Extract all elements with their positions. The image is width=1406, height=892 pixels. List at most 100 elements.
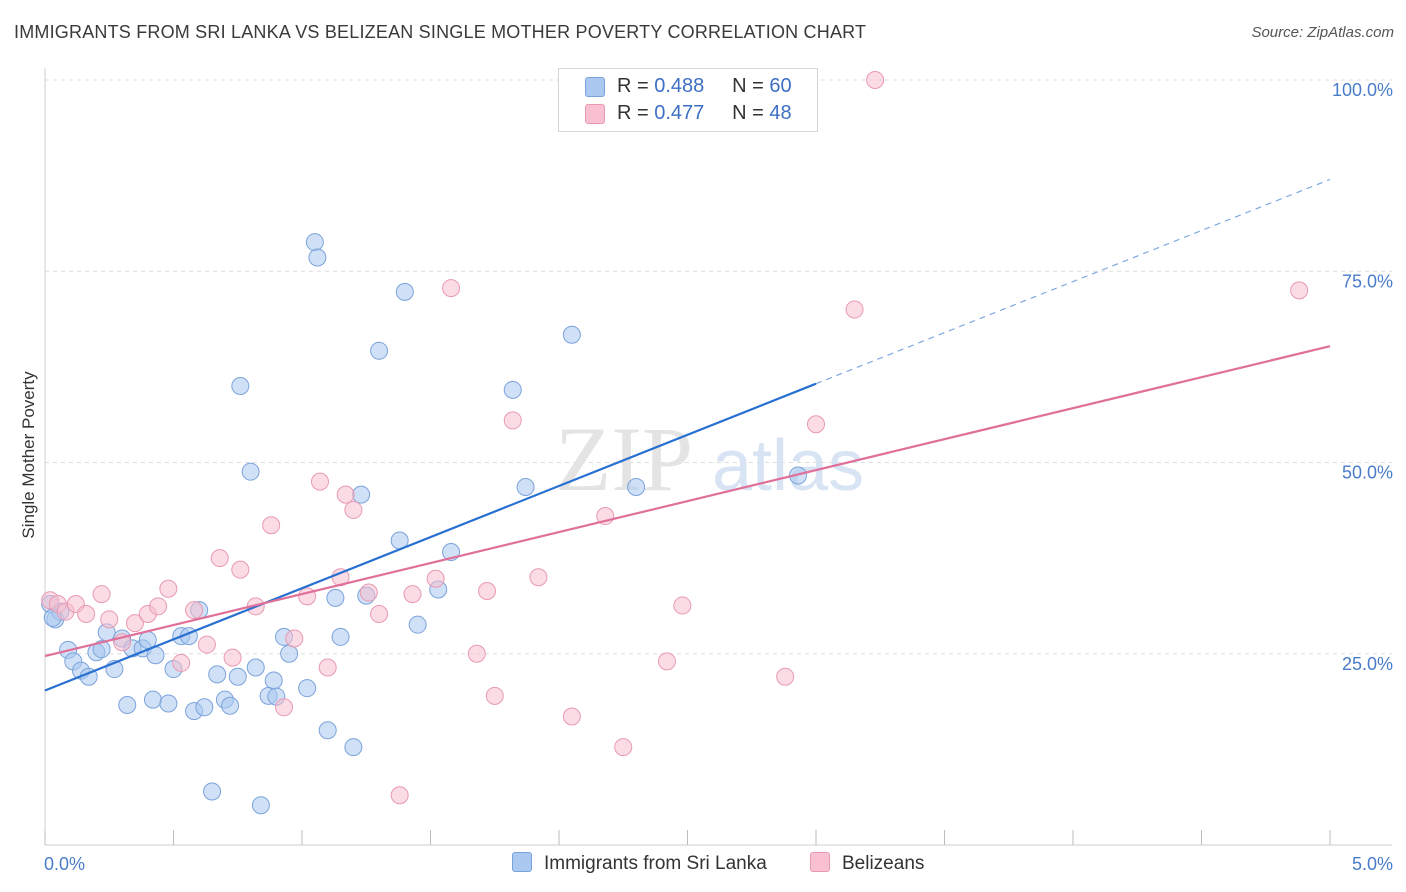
point-sri-lanka: [318, 721, 337, 740]
point-sri-lanka: [562, 325, 581, 344]
correlation-legend: R = 0.488 N = 60 R = 0.477 N = 48: [558, 68, 818, 132]
point-belizeans: [275, 698, 294, 717]
point-belizeans: [231, 560, 250, 579]
point-belizeans: [159, 579, 178, 598]
trendline-sri-lanka-extension: [815, 178, 1331, 385]
point-belizeans: [172, 653, 191, 672]
point-belizeans: [845, 300, 864, 319]
point-sri-lanka: [208, 665, 227, 684]
point-sri-lanka: [408, 615, 427, 634]
point-sri-lanka: [344, 738, 363, 757]
point-sri-lanka: [298, 679, 317, 698]
point-belizeans: [262, 516, 281, 535]
trendline-sri-lanka: [44, 382, 817, 692]
y-tick-label: 25.0%: [1342, 654, 1393, 674]
point-sri-lanka: [370, 341, 389, 360]
legend-swatch-sri-lanka: [585, 77, 605, 97]
point-belizeans: [529, 568, 548, 587]
point-sri-lanka: [159, 694, 178, 713]
point-belizeans: [344, 500, 363, 519]
legend-swatch-belizeans: [585, 104, 605, 124]
point-belizeans: [467, 644, 486, 663]
point-sri-lanka: [331, 627, 350, 646]
point-sri-lanka: [395, 282, 414, 301]
point-belizeans: [1290, 281, 1309, 300]
series-legend-sri-lanka[interactable]: Immigrants from Sri Lanka: [512, 852, 767, 875]
x-tick-label: 5.0%: [1352, 854, 1393, 874]
legend-n-label: N =: [732, 75, 764, 97]
point-belizeans: [442, 279, 461, 298]
label-layer: 25.0% 50.0% 75.0% 100.0% 0.0% 5.0% Single Moth…: [19, 80, 1393, 874]
legend-r-label: R =: [617, 102, 649, 124]
point-belizeans: [100, 610, 119, 629]
point-belizeans: [197, 635, 216, 654]
point-belizeans: [92, 585, 111, 604]
point-belizeans: [359, 583, 378, 602]
chart-title: IMMIGRANTS FROM SRI LANKA VS BELIZEAN SI…: [14, 22, 867, 42]
series-label-belizeans: Belizeans: [842, 853, 925, 874]
point-belizeans: [390, 786, 409, 805]
point-belizeans: [336, 485, 355, 504]
point-sri-lanka: [241, 462, 260, 481]
point-sri-lanka: [352, 485, 371, 504]
trendline-belizeans: [44, 345, 1331, 658]
point-belizeans: [149, 597, 168, 616]
point-sri-lanka: [228, 667, 247, 686]
point-sri-lanka: [246, 658, 265, 677]
point-sri-lanka: [280, 644, 299, 663]
point-sri-lanka: [118, 696, 137, 715]
point-sri-lanka: [308, 248, 327, 267]
point-belizeans: [807, 415, 825, 434]
point-belizeans: [403, 585, 422, 604]
point-sri-lanka: [143, 690, 162, 709]
point-belizeans: [776, 667, 795, 686]
series-swatch-belizeans: [810, 852, 830, 872]
point-belizeans: [185, 601, 204, 620]
watermark-atlas: atlas: [712, 426, 864, 506]
point-sri-lanka: [231, 377, 250, 395]
point-belizeans: [657, 652, 676, 671]
point-sri-lanka: [251, 796, 270, 815]
legend-n-value-sri-lanka: 60: [769, 75, 792, 97]
point-sri-lanka: [264, 671, 283, 690]
point-sri-lanka: [221, 696, 240, 715]
x-tick-label: 0.0%: [44, 854, 85, 874]
series-swatch-sri-lanka: [512, 852, 532, 872]
legend-r-value-belizeans: 0.477: [654, 102, 705, 124]
point-sri-lanka: [305, 233, 324, 252]
point-belizeans: [223, 648, 242, 667]
point-belizeans: [318, 658, 337, 677]
series-label-sri-lanka: Immigrants from Sri Lanka: [544, 853, 767, 874]
axis-layer: [44, 68, 1392, 846]
point-sri-lanka: [326, 588, 345, 607]
point-belizeans: [478, 582, 497, 601]
grid-layer: [45, 79, 1392, 655]
point-belizeans: [426, 569, 445, 588]
point-belizeans: [673, 596, 692, 615]
source-label: Source: ZipAtlas.com: [1251, 24, 1394, 41]
y-tick-label: 75.0%: [1342, 271, 1393, 291]
point-belizeans: [614, 738, 633, 757]
point-sri-lanka: [627, 477, 646, 496]
point-sri-lanka: [138, 630, 157, 649]
point-belizeans: [125, 614, 144, 633]
point-sri-lanka: [195, 698, 214, 717]
y-tick-label: 100.0%: [1332, 80, 1393, 100]
point-belizeans: [210, 549, 229, 568]
series-legend-belizeans[interactable]: Belizeans: [810, 852, 924, 875]
point-sri-lanka: [516, 477, 535, 496]
legend-r-label: R =: [617, 75, 649, 97]
legend-n-label: N =: [732, 102, 764, 124]
legend-r-value-sri-lanka: 0.488: [654, 75, 705, 97]
y-axis-label: Single Mother Poverty: [19, 371, 38, 539]
point-belizeans: [866, 71, 885, 89]
point-sri-lanka: [503, 380, 522, 399]
point-sri-lanka: [92, 640, 111, 659]
trend-layer: [44, 178, 1331, 692]
point-belizeans: [77, 604, 96, 623]
point-belizeans: [285, 629, 304, 648]
point-belizeans: [310, 472, 329, 491]
point-belizeans: [485, 686, 504, 705]
y-tick-label: 50.0%: [1342, 463, 1393, 483]
